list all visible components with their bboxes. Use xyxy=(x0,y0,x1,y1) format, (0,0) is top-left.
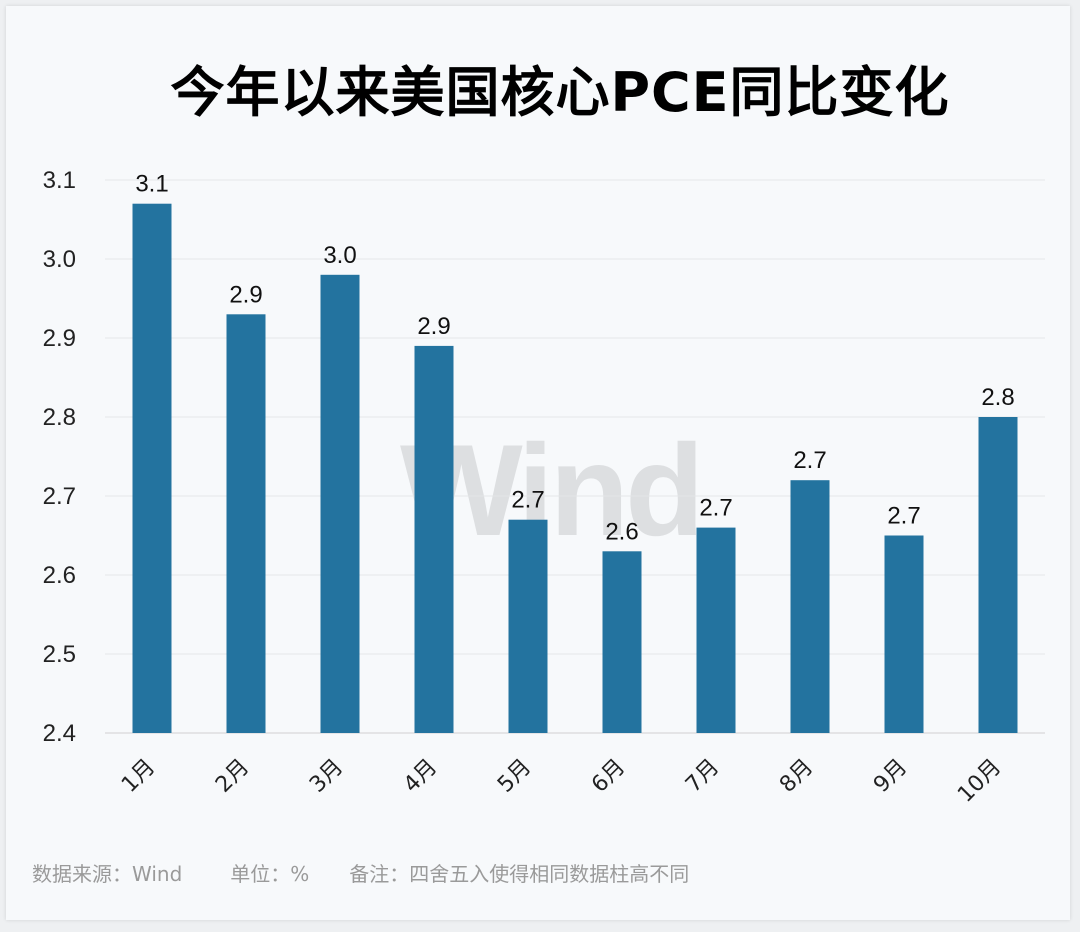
data-label: 2.8 xyxy=(981,384,1014,411)
data-label: 2.9 xyxy=(417,313,450,340)
y-tick-label: 2.6 xyxy=(43,562,76,589)
y-tick-label: 2.4 xyxy=(43,720,76,747)
remark-note: 备注：四舍五入使得相同数据柱高不同 xyxy=(349,862,690,886)
bar xyxy=(508,519,548,733)
unit-note: 单位：% xyxy=(230,862,310,886)
y-tick-label: 2.9 xyxy=(43,325,76,352)
x-tick-label: 10月 xyxy=(953,755,1006,808)
y-tick-label: 2.7 xyxy=(43,483,76,510)
x-tick-label: 9月 xyxy=(869,755,912,798)
data-source: 数据来源：Wind xyxy=(32,862,183,886)
data-label: 3.1 xyxy=(135,171,168,198)
x-tick-label: 7月 xyxy=(681,755,724,798)
y-tick-label: 2.8 xyxy=(43,404,76,431)
y-tick-label: 3.1 xyxy=(43,167,76,194)
bar xyxy=(790,480,830,733)
data-label: 2.7 xyxy=(699,495,732,522)
x-tick-label: 2月 xyxy=(211,755,254,798)
x-tick-label: 5月 xyxy=(493,755,536,798)
bar xyxy=(884,535,924,733)
data-label: 2.6 xyxy=(605,518,638,545)
bar xyxy=(320,274,360,733)
y-tick-label: 3.0 xyxy=(43,246,76,273)
x-tick-label: 6月 xyxy=(587,755,630,798)
bar xyxy=(132,203,172,733)
chart-title: 今年以来美国核心PCE同比变化 xyxy=(170,61,950,124)
bar xyxy=(414,345,454,733)
data-label: 2.7 xyxy=(511,487,544,514)
x-tick-label: 3月 xyxy=(305,755,348,798)
data-label: 2.7 xyxy=(887,503,920,530)
chart-card xyxy=(6,6,1070,920)
data-label: 2.7 xyxy=(793,447,826,474)
x-tick-label: 8月 xyxy=(775,755,818,798)
x-tick-label: 4月 xyxy=(399,755,442,798)
footer: 数据来源：Wind 单位：% 备注：四舍五入使得相同数据柱高不同 xyxy=(32,858,689,887)
bar xyxy=(978,417,1018,733)
bar xyxy=(696,527,736,733)
x-tick-label: 1月 xyxy=(117,755,160,798)
bar xyxy=(602,551,642,733)
bar xyxy=(226,314,266,733)
y-tick-label: 2.5 xyxy=(43,641,76,668)
data-label: 3.0 xyxy=(323,242,356,269)
data-label: 2.9 xyxy=(229,281,262,308)
